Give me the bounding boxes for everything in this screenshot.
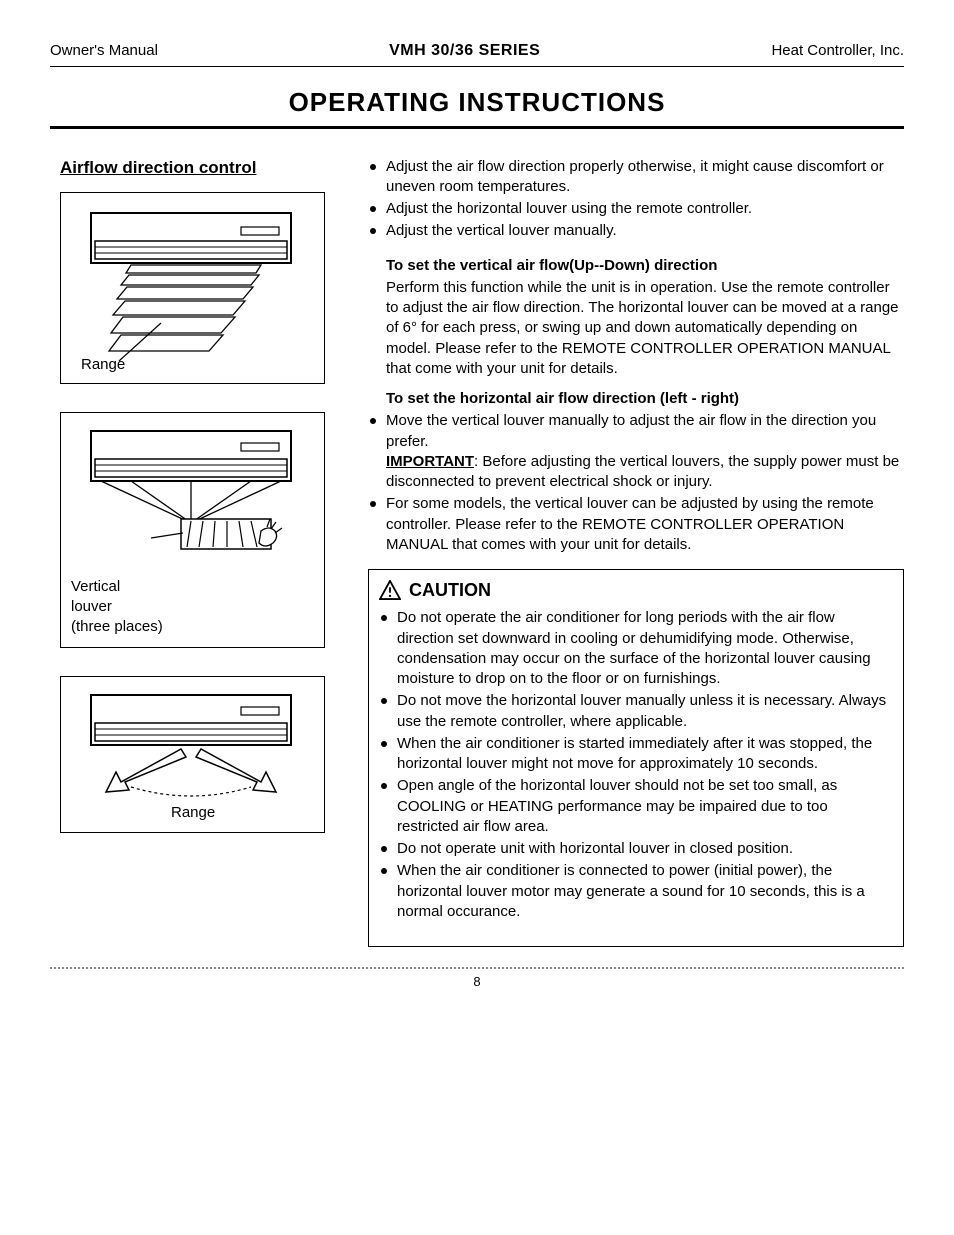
ac-unit-horizontal-swing-icon: Range (71, 687, 311, 822)
fig2-label-line3: (three places) (71, 618, 163, 635)
intro-bullet: Adjust the air flow direction properly o… (368, 157, 904, 198)
horizontal-bullet-list: Move the vertical louver manually to adj… (368, 411, 904, 555)
intro-bullet: Adjust the horizontal louver using the r… (368, 199, 904, 219)
left-column: Airflow direction control (50, 157, 340, 948)
warning-triangle-icon (379, 580, 401, 600)
caution-bullet: Do not move the horizontal louver manual… (379, 691, 893, 732)
right-column: Adjust the air flow direction properly o… (368, 157, 904, 948)
header-right: Heat Controller, Inc. (771, 41, 904, 61)
intro-bullet-list: Adjust the air flow direction properly o… (368, 157, 904, 242)
horizontal-airflow-heading: To set the horizontal air flow direction… (368, 389, 904, 409)
fig2-label: Vertical louver (three places) (71, 577, 314, 638)
intro-bullet: Adjust the vertical louver manually. (368, 221, 904, 241)
fig2-label-line2: louver (71, 598, 112, 615)
content-columns: Airflow direction control (50, 157, 904, 948)
caution-box: CAUTION Do not operate the air condition… (368, 569, 904, 947)
caution-bullet: Do not operate unit with horizontal louv… (379, 839, 893, 859)
figure-horizontal-range: Range (60, 676, 325, 833)
caution-bullet: Do not operate the air conditioner for l… (379, 608, 893, 689)
fig2-label-line1: Vertical (71, 578, 120, 595)
caution-title-text: CAUTION (409, 578, 491, 602)
horizontal-bullet: For some models, the vertical louver can… (368, 494, 904, 555)
horizontal-bullet: Move the vertical louver manually to adj… (368, 411, 904, 492)
page-footer: 8 (50, 967, 904, 991)
ac-unit-vertical-louver-icon (71, 423, 311, 573)
ac-unit-vertical-swing-icon: Range (71, 203, 311, 373)
caution-bullet: Open angle of the horizontal louver shou… (379, 776, 893, 837)
caution-title-row: CAUTION (379, 578, 893, 602)
header-center: VMH 30/36 SERIES (389, 40, 540, 62)
caution-bullet: When the air conditioner is connected to… (379, 861, 893, 922)
svg-text:Range: Range (171, 804, 215, 821)
caution-bullet: When the air conditioner is started imme… (379, 734, 893, 775)
figure-vertical-louver: Vertical louver (three places) (60, 412, 325, 649)
section-heading: Airflow direction control (60, 157, 340, 180)
page-number: 8 (473, 974, 480, 989)
fig1-label-text: Range (81, 356, 125, 373)
caution-bullet-list: Do not operate the air conditioner for l… (379, 608, 893, 922)
page-title: OPERATING INSTRUCTIONS (50, 85, 904, 120)
page-header: Owner's Manual VMH 30/36 SERIES Heat Con… (50, 40, 904, 67)
figure-vertical-range: Range (60, 192, 325, 384)
important-label: IMPORTANT (386, 453, 474, 470)
horizontal-bullet-text: Move the vertical louver manually to adj… (386, 412, 876, 449)
title-rule (50, 126, 904, 129)
vertical-airflow-body: Perform this function while the unit is … (368, 278, 904, 379)
vertical-airflow-heading: To set the vertical air flow(Up--Down) d… (368, 256, 904, 276)
header-left: Owner's Manual (50, 41, 158, 61)
